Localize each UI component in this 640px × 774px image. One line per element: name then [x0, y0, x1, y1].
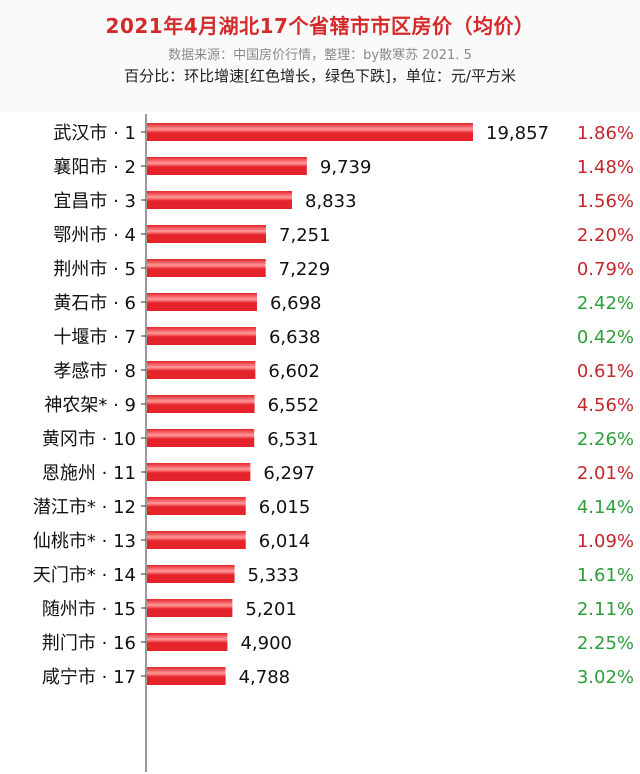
mom-change-label: 4.14% — [577, 497, 634, 518]
bar — [147, 667, 226, 685]
mom-change-label: 0.42% — [577, 327, 634, 348]
category-label: 天门市* · 14 — [33, 565, 136, 586]
category-label: 荆州市 · 5 — [53, 259, 136, 280]
value-label: 7,251 — [279, 225, 331, 246]
plot-area: 武汉市 · 1 19,857 1.86% 襄阳市 · 2 9,739 1.48% 宜昌市 ·… — [0, 112, 640, 774]
bar — [147, 633, 228, 651]
mom-change-label: 1.61% — [577, 565, 634, 586]
mom-change-label: 2.20% — [577, 225, 634, 246]
bar — [147, 225, 267, 243]
chart-note: 百分比：环比增速[红色增长，绿色下跌]，单位：元/平方米 — [124, 67, 516, 85]
mom-change-label: 0.61% — [577, 361, 634, 382]
mom-change-label: 2.25% — [577, 633, 634, 654]
value-label: 9,739 — [320, 157, 372, 178]
bar — [147, 123, 473, 141]
category-label: 仙桃市* · 13 — [33, 531, 136, 552]
mom-change-label: 2.11% — [577, 599, 634, 620]
value-label: 6,638 — [269, 327, 321, 348]
mom-change-label: 2.26% — [577, 429, 634, 450]
mom-change-label: 0.79% — [577, 259, 634, 280]
value-label: 6,014 — [259, 531, 311, 552]
mom-change-label: 1.48% — [577, 157, 634, 178]
category-label: 黄石市 · 6 — [53, 293, 136, 314]
category-label: 武汉市 · 1 — [53, 123, 136, 144]
value-label: 8,833 — [305, 191, 357, 212]
value-label: 5,333 — [248, 565, 300, 586]
category-label: 咸宁市 · 17 — [42, 667, 136, 688]
value-label: 4,900 — [240, 633, 292, 654]
category-label: 神农架* · 9 — [44, 395, 136, 416]
bar — [147, 157, 307, 175]
category-label: 鄂州市 · 4 — [53, 225, 136, 246]
bar — [147, 565, 235, 583]
category-label: 黄冈市 · 10 — [42, 429, 136, 450]
chart-source: 数据来源：中国房价行情，整理：by散寒苏 2021. 5 — [168, 48, 472, 63]
bar — [147, 395, 255, 413]
category-label: 宜昌市 · 3 — [53, 191, 136, 212]
bar-chart: 武汉市 · 1 19,857 1.86% 襄阳市 · 2 9,739 1.48% 宜昌市 ·… — [33, 114, 634, 772]
category-label: 襄阳市 · 2 — [53, 157, 136, 178]
category-label: 十堰市 · 7 — [53, 327, 136, 348]
bar — [147, 599, 233, 617]
mom-change-label: 4.56% — [577, 395, 634, 416]
bar — [147, 429, 255, 447]
value-label: 6,531 — [267, 429, 319, 450]
mom-change-label: 1.56% — [577, 191, 634, 212]
value-label: 6,698 — [270, 293, 322, 314]
bar — [147, 327, 256, 345]
bar — [147, 497, 246, 515]
value-label: 6,552 — [268, 395, 320, 416]
category-label: 恩施州 · 11 — [42, 463, 136, 484]
value-label: 7,229 — [279, 259, 331, 280]
category-label: 荆门市 · 16 — [42, 633, 136, 654]
bar — [147, 259, 266, 277]
bar — [147, 531, 246, 549]
chart-header: 2021年4月湖北17个省辖市市区房价（均价） 数据来源：中国房价行情，整理：b… — [0, 0, 640, 112]
chart-title: 2021年4月湖北17个省辖市市区房价（均价） — [105, 14, 535, 38]
value-label: 5,201 — [245, 599, 297, 620]
value-label: 6,015 — [259, 497, 311, 518]
mom-change-label: 2.42% — [577, 293, 634, 314]
value-label: 6,602 — [268, 361, 320, 382]
mom-change-label: 3.02% — [577, 667, 634, 688]
category-label: 孝感市 · 8 — [53, 361, 136, 382]
mom-change-label: 1.86% — [577, 123, 634, 144]
value-label: 4,788 — [239, 667, 291, 688]
value-label: 6,297 — [263, 463, 315, 484]
bar — [147, 463, 251, 481]
bar — [147, 361, 256, 379]
category-label: 随州市 · 15 — [42, 599, 136, 620]
mom-change-label: 2.01% — [577, 463, 634, 484]
value-label: 19,857 — [486, 123, 549, 144]
bar — [147, 191, 293, 209]
mom-change-label: 1.09% — [577, 531, 634, 552]
bar — [147, 293, 257, 311]
category-label: 潜江市* · 12 — [33, 497, 136, 518]
